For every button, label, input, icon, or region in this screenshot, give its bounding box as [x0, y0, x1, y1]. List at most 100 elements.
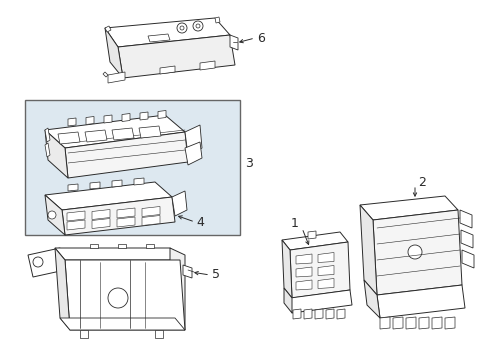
Circle shape — [33, 257, 43, 267]
Polygon shape — [230, 35, 238, 50]
Polygon shape — [282, 240, 292, 298]
Polygon shape — [67, 220, 85, 230]
Text: 2: 2 — [418, 176, 426, 189]
Polygon shape — [55, 248, 70, 330]
Polygon shape — [45, 115, 185, 148]
Polygon shape — [419, 317, 429, 329]
Polygon shape — [112, 180, 122, 187]
Polygon shape — [112, 128, 134, 140]
Text: 4: 4 — [196, 216, 204, 229]
Polygon shape — [45, 143, 50, 157]
Polygon shape — [103, 72, 108, 77]
Polygon shape — [158, 111, 166, 118]
Polygon shape — [45, 195, 65, 235]
Polygon shape — [104, 115, 112, 123]
Polygon shape — [118, 244, 126, 248]
Polygon shape — [183, 265, 192, 278]
Polygon shape — [45, 130, 68, 178]
Polygon shape — [85, 130, 107, 142]
Polygon shape — [337, 309, 345, 319]
Polygon shape — [432, 317, 442, 329]
Polygon shape — [105, 26, 111, 32]
Polygon shape — [146, 244, 154, 248]
Polygon shape — [293, 309, 301, 319]
Polygon shape — [360, 196, 458, 220]
Polygon shape — [122, 113, 130, 122]
Polygon shape — [148, 34, 170, 42]
Text: 3: 3 — [245, 157, 253, 170]
Polygon shape — [296, 280, 312, 290]
Polygon shape — [318, 279, 334, 288]
Polygon shape — [364, 280, 380, 318]
Polygon shape — [108, 72, 125, 83]
Polygon shape — [92, 219, 110, 229]
Polygon shape — [304, 309, 312, 319]
Polygon shape — [105, 18, 230, 47]
Polygon shape — [65, 260, 185, 330]
Polygon shape — [67, 211, 85, 221]
Polygon shape — [45, 182, 172, 210]
Circle shape — [180, 26, 184, 30]
Polygon shape — [80, 330, 88, 338]
Polygon shape — [68, 184, 78, 191]
Polygon shape — [170, 248, 185, 330]
Polygon shape — [160, 66, 175, 74]
Polygon shape — [460, 210, 472, 228]
Polygon shape — [45, 128, 50, 142]
Polygon shape — [200, 61, 215, 70]
Polygon shape — [118, 35, 235, 78]
Polygon shape — [90, 182, 100, 189]
Text: 1: 1 — [291, 216, 299, 230]
Polygon shape — [308, 231, 316, 239]
Circle shape — [48, 211, 56, 219]
Polygon shape — [86, 117, 94, 125]
Polygon shape — [65, 132, 188, 178]
Polygon shape — [117, 217, 135, 227]
Polygon shape — [326, 309, 334, 319]
Polygon shape — [393, 317, 403, 329]
Polygon shape — [185, 125, 202, 155]
Text: 6: 6 — [257, 32, 265, 45]
Polygon shape — [172, 191, 187, 216]
Text: 5: 5 — [212, 269, 220, 282]
Polygon shape — [139, 126, 161, 138]
Polygon shape — [62, 197, 175, 235]
Polygon shape — [142, 207, 160, 216]
Polygon shape — [105, 28, 123, 78]
Polygon shape — [185, 142, 202, 165]
Circle shape — [177, 23, 187, 33]
Polygon shape — [318, 252, 334, 262]
Polygon shape — [92, 210, 110, 220]
Polygon shape — [155, 330, 163, 338]
Polygon shape — [290, 242, 350, 298]
Polygon shape — [60, 318, 185, 330]
Polygon shape — [142, 216, 160, 225]
Polygon shape — [58, 132, 80, 144]
Polygon shape — [290, 290, 352, 313]
Polygon shape — [373, 210, 462, 295]
Polygon shape — [284, 288, 292, 313]
Polygon shape — [445, 317, 455, 329]
Polygon shape — [117, 208, 135, 218]
Polygon shape — [318, 266, 334, 275]
Polygon shape — [296, 267, 312, 277]
Polygon shape — [360, 205, 377, 295]
Polygon shape — [380, 317, 390, 329]
Polygon shape — [315, 309, 323, 319]
Circle shape — [193, 21, 203, 31]
Polygon shape — [461, 230, 473, 248]
Polygon shape — [462, 250, 474, 268]
Circle shape — [108, 288, 128, 308]
Polygon shape — [296, 254, 312, 264]
Circle shape — [408, 245, 422, 259]
Polygon shape — [68, 118, 76, 126]
Polygon shape — [134, 178, 144, 185]
Polygon shape — [55, 248, 180, 260]
Polygon shape — [406, 317, 416, 329]
Polygon shape — [215, 17, 220, 23]
Polygon shape — [282, 232, 348, 250]
Circle shape — [196, 24, 200, 28]
Bar — [25, 100, 240, 235]
Polygon shape — [90, 244, 98, 248]
Polygon shape — [28, 248, 65, 277]
